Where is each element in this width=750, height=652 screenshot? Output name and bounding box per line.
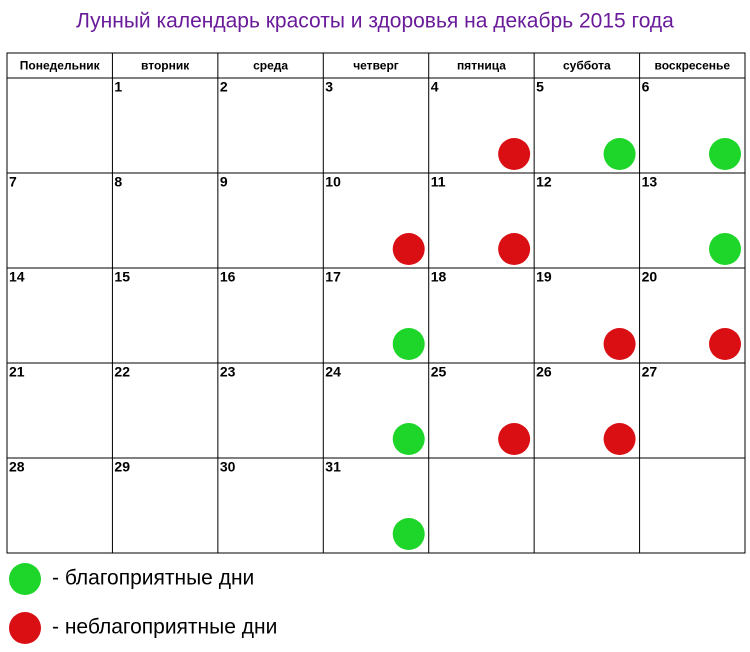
day-number: 12 bbox=[536, 174, 552, 190]
good-day-marker bbox=[392, 423, 425, 455]
good-day-marker bbox=[392, 518, 425, 550]
bad-day-marker bbox=[498, 423, 531, 455]
good-day-marker bbox=[709, 138, 741, 170]
day-number: 27 bbox=[642, 364, 658, 380]
bad-day-marker bbox=[709, 328, 741, 360]
weekday-header: среда bbox=[253, 59, 288, 73]
day-number: 30 bbox=[220, 459, 236, 475]
day-number: 21 bbox=[9, 364, 25, 380]
day-number: 16 bbox=[220, 269, 236, 285]
day-number: 20 bbox=[642, 269, 658, 285]
day-number: 14 bbox=[9, 269, 25, 285]
weekday-header: воскресенье bbox=[655, 59, 731, 73]
weekday-header: суббота bbox=[563, 59, 611, 73]
day-number: 15 bbox=[114, 269, 130, 285]
day-number: 1 bbox=[114, 79, 122, 95]
day-number: 7 bbox=[9, 174, 17, 190]
bad-day-marker bbox=[392, 233, 425, 265]
day-number: 29 bbox=[114, 459, 130, 475]
bad-legend-marker bbox=[9, 612, 41, 644]
day-number: 9 bbox=[220, 174, 228, 190]
day-number: 31 bbox=[325, 459, 341, 475]
title: Лунный календарь красоты и здоровья на д… bbox=[76, 10, 674, 33]
day-number: 6 bbox=[642, 79, 650, 95]
day-number: 26 bbox=[536, 364, 552, 380]
good-day-marker bbox=[709, 233, 741, 265]
good-day-marker bbox=[392, 328, 425, 360]
bad-day-marker bbox=[498, 138, 531, 170]
day-number: 5 bbox=[536, 79, 544, 95]
weekday-header: вторник bbox=[141, 59, 190, 73]
bad-day-marker bbox=[603, 328, 636, 360]
day-number: 13 bbox=[642, 174, 658, 190]
day-number: 10 bbox=[325, 174, 341, 190]
day-number: 23 bbox=[220, 364, 236, 380]
day-number: 24 bbox=[325, 364, 341, 380]
bad-day-marker bbox=[498, 233, 531, 265]
day-number: 22 bbox=[114, 364, 130, 380]
legend-text: - благоприятные дни bbox=[52, 567, 254, 590]
day-number: 28 bbox=[9, 459, 25, 475]
weekday-header: Понедельник bbox=[20, 59, 101, 73]
day-number: 8 bbox=[114, 174, 122, 190]
good-legend-marker bbox=[9, 563, 41, 595]
day-number: 3 bbox=[325, 79, 333, 95]
table-border bbox=[6, 52, 746, 554]
day-number: 19 bbox=[536, 269, 552, 285]
day-number: 25 bbox=[431, 364, 447, 380]
legend-text: - неблагоприятные дни bbox=[52, 616, 277, 639]
bad-day-marker bbox=[603, 423, 636, 455]
day-number: 17 bbox=[325, 269, 341, 285]
day-number: 2 bbox=[220, 79, 228, 95]
day-number: 11 bbox=[431, 174, 446, 190]
good-day-marker bbox=[603, 138, 636, 170]
day-number: 4 bbox=[431, 79, 439, 95]
day-number: 18 bbox=[431, 269, 447, 285]
weekday-header: четверг bbox=[353, 59, 399, 73]
weekday-header: пятница bbox=[457, 59, 506, 73]
